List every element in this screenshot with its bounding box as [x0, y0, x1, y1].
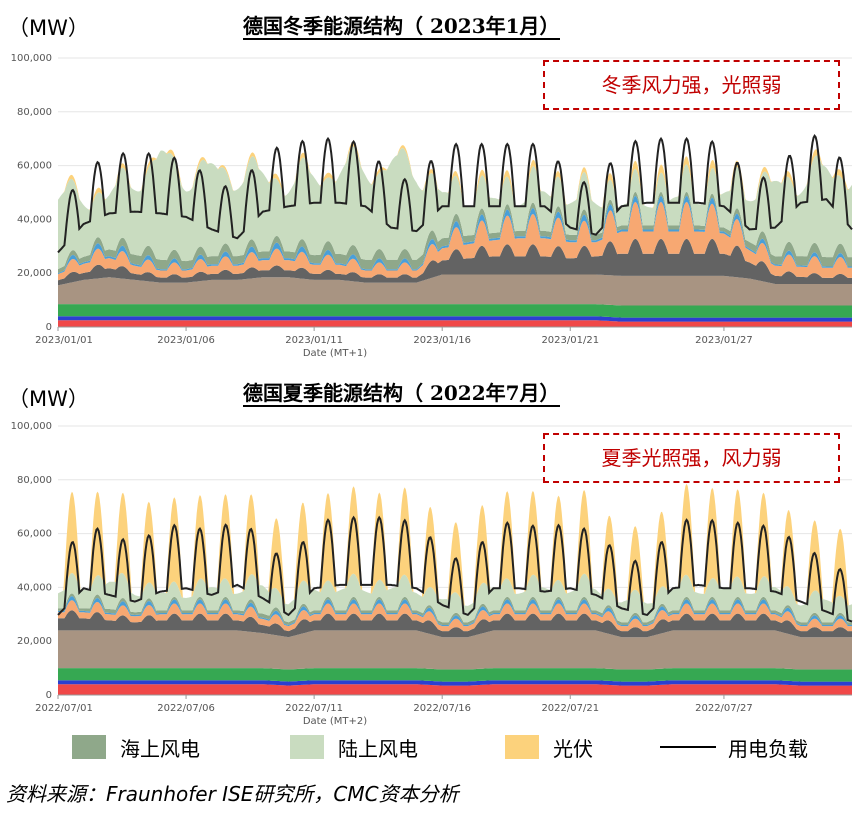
legend-item-offshore: 海上风电: [72, 732, 200, 762]
y-tick-label: 20,000: [17, 268, 52, 279]
unit-label-winter: （MW）: [8, 16, 89, 40]
legend-label-solar: 光伏: [553, 736, 593, 761]
annotation-summer: 夏季光照强，风力弱: [543, 433, 840, 483]
area-onshore-wind: [58, 573, 852, 623]
area-hydro: [58, 680, 852, 686]
x-tick-label: 2023/01/21: [541, 335, 599, 346]
source-note: 资料来源：Fraunhofer ISE研究所，CMC资本分析: [6, 782, 459, 806]
x-tick-label: 2022/07/27: [695, 703, 753, 714]
area-offshore-wind: [58, 593, 852, 625]
y-tick-label: 60,000: [17, 161, 52, 172]
legend-swatch-offshore: [72, 735, 106, 759]
x-tick-label: 2022/07/21: [541, 703, 599, 714]
area-lignite: [58, 630, 852, 670]
line-load: [57, 515, 853, 623]
legend-item-onshore: 陆上风电: [290, 732, 418, 762]
area-pumped-storage: [58, 195, 852, 275]
y-tick-label: 0: [46, 690, 52, 701]
area-lignite: [58, 274, 852, 306]
x-tick-label: 2023/01/06: [157, 335, 215, 346]
legend-item-solar: 光伏: [505, 732, 593, 762]
y-tick-label: 40,000: [17, 214, 52, 225]
area-gas: [58, 600, 852, 632]
area-biomass: [58, 668, 852, 682]
area-pumped-storage: [58, 596, 852, 627]
chart-title-summer: 德国夏季能源结构（ 2022年7月）: [243, 381, 560, 407]
annotation-winter: 冬季风力强，光照弱: [543, 60, 840, 110]
y-tick-label: 60,000: [17, 529, 52, 540]
y-tick-label: 40,000: [17, 582, 52, 593]
area-other: [58, 320, 852, 327]
area-hard-coal: [58, 238, 852, 286]
legend-swatch-solar: [505, 735, 539, 759]
legend: 海上风电 陆上风电 光伏 用电负载: [0, 732, 865, 762]
x-tick-label: 2022/07/11: [285, 703, 343, 714]
x-tick-label: 2023/01/27: [695, 335, 753, 346]
x-axis-label: Date (MT+2): [303, 716, 367, 727]
winter-energy-chart: 0 20,000 40,000 60,000 80,000 100,000 2023/01/…: [11, 53, 853, 359]
area-gas: [58, 201, 852, 281]
summer-energy-chart: 0 20,000 40,000 60,000 80,000 100,000 2022/07/…: [11, 421, 853, 727]
area-onshore-wind: [58, 146, 852, 270]
area-offshore-wind: [58, 191, 852, 274]
y-tick-label: 0: [46, 322, 52, 333]
y-tick-label: 20,000: [17, 636, 52, 647]
area-other: [58, 684, 852, 695]
legend-label-load: 用电负载: [728, 736, 808, 761]
legend-line-load: [660, 746, 716, 748]
legend-label-offshore: 海上风电: [120, 736, 200, 761]
area-hydro: [58, 316, 852, 322]
legend-label-onshore: 陆上风电: [338, 736, 418, 761]
x-tick-label: 2023/01/16: [413, 335, 471, 346]
x-tick-label: 2022/07/06: [157, 703, 215, 714]
legend-item-load: 用电负载: [660, 732, 808, 762]
x-tick-label: 2023/01/11: [285, 335, 343, 346]
area-biomass: [58, 304, 852, 318]
area-hard-coal: [58, 610, 852, 638]
legend-swatch-onshore: [290, 735, 324, 759]
x-tick-label: 2022/07/16: [413, 703, 471, 714]
x-tick-label: 2022/07/01: [35, 703, 93, 714]
y-tick-label: 80,000: [17, 107, 52, 118]
x-tick-label: 2023/01/01: [35, 335, 93, 346]
line-load: [57, 133, 853, 254]
chart-title-winter: 德国冬季能源结构（ 2023年1月）: [243, 14, 560, 40]
y-tick-label: 100,000: [11, 421, 52, 432]
y-tick-label: 80,000: [17, 475, 52, 486]
y-tick-label: 100,000: [11, 53, 52, 64]
unit-label-summer: （MW）: [8, 387, 89, 411]
x-axis-label: Date (MT+1): [303, 348, 367, 359]
